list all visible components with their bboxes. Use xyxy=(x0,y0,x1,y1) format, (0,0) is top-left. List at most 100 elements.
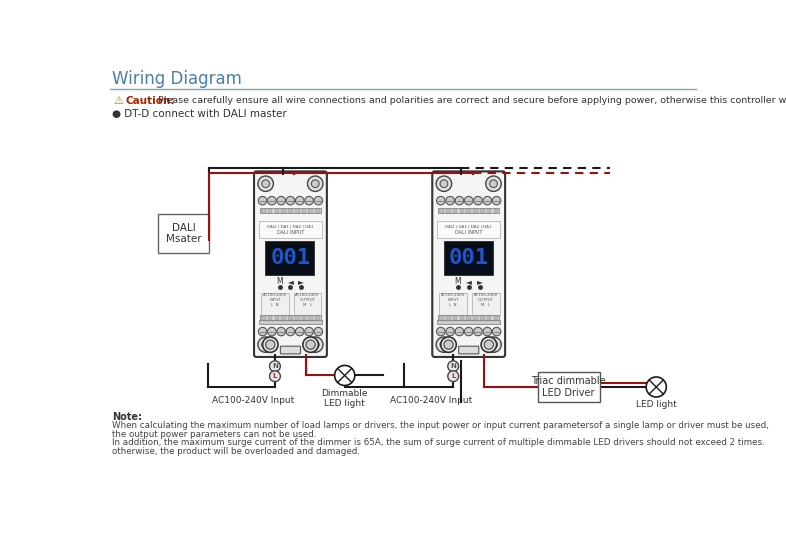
Circle shape xyxy=(277,327,285,336)
Circle shape xyxy=(296,197,304,205)
Circle shape xyxy=(483,197,491,205)
Bar xyxy=(268,209,273,212)
Text: AC100-240V
OUTPUT
M   L: AC100-240V OUTPUT M L xyxy=(474,293,498,307)
Circle shape xyxy=(311,341,319,348)
Text: 001: 001 xyxy=(449,248,489,269)
Circle shape xyxy=(314,327,322,336)
Bar xyxy=(487,209,491,212)
Text: Note:: Note: xyxy=(112,412,142,422)
Circle shape xyxy=(305,327,314,336)
Text: Wiring Diagram: Wiring Diagram xyxy=(112,70,242,88)
Circle shape xyxy=(305,197,314,205)
Text: Please carefully ensure all wire connections and polarities are correct and secu: Please carefully ensure all wire connect… xyxy=(158,97,786,105)
Circle shape xyxy=(267,327,276,336)
Circle shape xyxy=(444,340,454,349)
Circle shape xyxy=(455,327,464,336)
FancyBboxPatch shape xyxy=(281,346,300,354)
Circle shape xyxy=(441,337,457,352)
FancyBboxPatch shape xyxy=(538,372,600,402)
Text: AC100-240V
INPUT
L  N: AC100-240V INPUT L N xyxy=(263,293,287,307)
Circle shape xyxy=(486,337,501,352)
Bar xyxy=(288,316,292,319)
Bar xyxy=(268,316,273,319)
Bar xyxy=(494,209,498,212)
Bar xyxy=(439,316,499,320)
Text: When calculating the maximum number of load lamps or drivers, the input power or: When calculating the maximum number of l… xyxy=(112,422,769,430)
Circle shape xyxy=(465,197,473,205)
Text: AC100-240V Input: AC100-240V Input xyxy=(212,396,295,405)
Circle shape xyxy=(448,361,458,372)
Circle shape xyxy=(258,176,274,192)
Circle shape xyxy=(446,327,454,336)
Circle shape xyxy=(446,197,454,205)
Bar xyxy=(261,316,266,319)
Circle shape xyxy=(440,180,448,188)
Bar xyxy=(453,209,457,212)
Text: ►: ► xyxy=(299,277,304,286)
Bar xyxy=(295,209,299,212)
Circle shape xyxy=(262,341,270,348)
Bar xyxy=(308,209,313,212)
Bar xyxy=(259,320,322,324)
Circle shape xyxy=(286,327,295,336)
Circle shape xyxy=(474,327,483,336)
Text: DALI INPUT: DALI INPUT xyxy=(277,230,304,235)
FancyBboxPatch shape xyxy=(266,242,314,275)
Bar xyxy=(158,214,209,253)
Bar xyxy=(260,209,321,213)
Bar xyxy=(439,293,467,314)
Bar xyxy=(315,316,320,319)
Bar xyxy=(446,209,450,212)
Circle shape xyxy=(307,337,323,352)
Bar xyxy=(460,209,465,212)
Bar xyxy=(295,316,299,319)
Circle shape xyxy=(492,327,501,336)
Circle shape xyxy=(258,337,274,352)
Circle shape xyxy=(303,337,318,352)
FancyBboxPatch shape xyxy=(445,242,493,275)
Bar xyxy=(494,316,498,319)
Circle shape xyxy=(436,327,445,336)
Bar xyxy=(308,316,313,319)
Circle shape xyxy=(646,377,667,397)
Text: N: N xyxy=(450,363,456,369)
Circle shape xyxy=(277,197,285,205)
Bar xyxy=(261,209,266,212)
Circle shape xyxy=(306,340,315,349)
Bar xyxy=(261,293,289,314)
Circle shape xyxy=(436,197,445,205)
Text: DALI INPUT: DALI INPUT xyxy=(455,230,483,235)
Circle shape xyxy=(465,327,473,336)
Circle shape xyxy=(490,341,498,348)
Bar xyxy=(480,209,485,212)
Text: Caution:: Caution: xyxy=(126,96,174,106)
Bar xyxy=(480,316,485,319)
Bar xyxy=(281,316,286,319)
Circle shape xyxy=(266,340,275,349)
Bar xyxy=(439,316,444,319)
Circle shape xyxy=(486,176,501,192)
FancyBboxPatch shape xyxy=(254,171,327,357)
Bar xyxy=(260,316,321,320)
Bar xyxy=(446,316,450,319)
Bar xyxy=(293,293,321,314)
Bar xyxy=(281,209,286,212)
Circle shape xyxy=(270,361,281,372)
Circle shape xyxy=(448,371,458,382)
Text: ● DT-D connect with DALI master: ● DT-D connect with DALI master xyxy=(112,109,287,119)
Text: Triac dimmable
LED Driver: Triac dimmable LED Driver xyxy=(531,376,606,398)
Circle shape xyxy=(270,371,281,382)
Text: AC100-240V
OUTPUT
M   L: AC100-240V OUTPUT M L xyxy=(296,293,320,307)
Bar xyxy=(466,209,471,212)
Bar xyxy=(274,316,279,319)
Circle shape xyxy=(259,197,266,205)
Text: LED light: LED light xyxy=(636,400,677,409)
Circle shape xyxy=(492,197,501,205)
Bar xyxy=(259,222,322,239)
Circle shape xyxy=(436,176,452,192)
Circle shape xyxy=(481,337,497,352)
Text: N: N xyxy=(272,363,278,369)
Bar xyxy=(288,209,292,212)
Text: L: L xyxy=(451,373,455,379)
Text: DALI
Msater: DALI Msater xyxy=(166,223,201,244)
